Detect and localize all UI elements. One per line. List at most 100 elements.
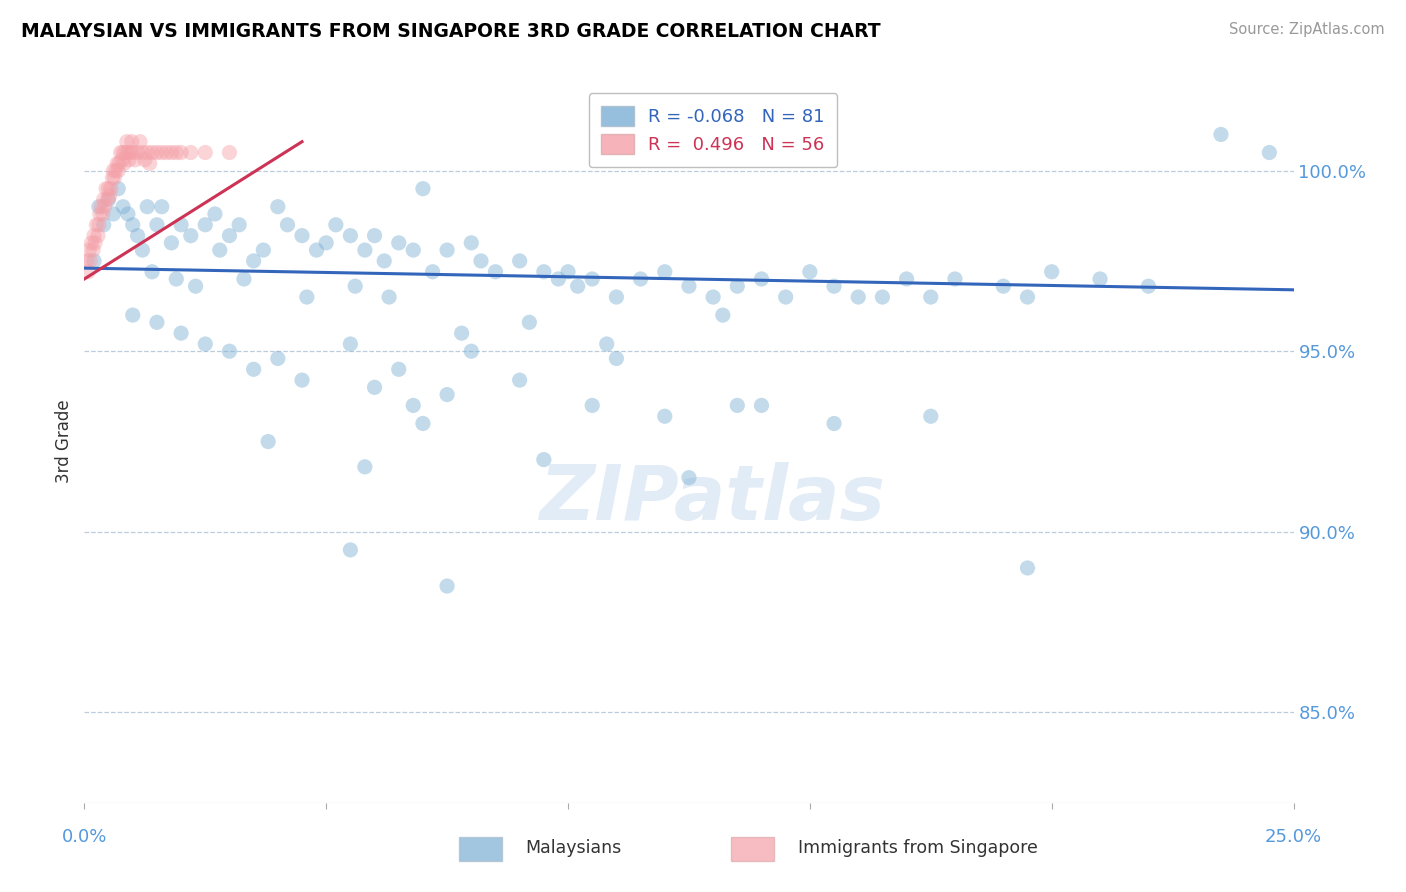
Point — [1258, 145, 1281, 160]
Point — [402, 243, 425, 257]
Point — [218, 228, 240, 243]
Point — [460, 235, 482, 250]
Point — [127, 145, 149, 160]
Text: ZIPatlas: ZIPatlas — [540, 462, 886, 536]
Point — [86, 218, 108, 232]
Point — [146, 218, 169, 232]
Point — [517, 315, 540, 329]
Point — [581, 272, 603, 286]
Point — [872, 290, 894, 304]
Point — [180, 145, 202, 160]
Point — [242, 362, 264, 376]
Point — [105, 156, 128, 170]
Point — [920, 409, 942, 424]
Point — [80, 235, 103, 250]
Y-axis label: 3rd Grade: 3rd Grade — [55, 400, 73, 483]
Point — [103, 170, 125, 185]
Point — [388, 235, 411, 250]
Point — [344, 279, 367, 293]
Point — [654, 409, 676, 424]
Point — [146, 145, 169, 160]
Point — [194, 145, 217, 160]
Point — [118, 153, 141, 167]
Point — [363, 380, 385, 394]
Point — [89, 207, 111, 221]
Point — [702, 290, 724, 304]
Point — [422, 265, 444, 279]
Point — [276, 218, 298, 232]
Point — [233, 272, 256, 286]
Point — [547, 272, 569, 286]
Text: MALAYSIAN VS IMMIGRANTS FROM SINGAPORE 3RD GRADE CORRELATION CHART: MALAYSIAN VS IMMIGRANTS FROM SINGAPORE 3… — [21, 22, 880, 41]
Point — [110, 145, 132, 160]
Point — [97, 182, 120, 196]
Point — [117, 145, 139, 160]
Point — [114, 145, 136, 160]
Point — [131, 145, 153, 160]
Point — [160, 145, 183, 160]
Point — [228, 218, 250, 232]
Point — [267, 200, 290, 214]
Point — [605, 351, 627, 366]
Point — [77, 265, 100, 279]
Point — [180, 228, 202, 243]
Point — [108, 156, 131, 170]
Point — [305, 243, 328, 257]
Point — [354, 243, 377, 257]
Point — [799, 265, 821, 279]
Point — [150, 200, 173, 214]
Point — [170, 145, 193, 160]
Point — [596, 337, 619, 351]
Point — [138, 156, 160, 170]
Point — [93, 200, 115, 214]
Point — [131, 243, 153, 257]
Point — [194, 337, 217, 351]
Point — [204, 207, 226, 221]
Point — [436, 387, 458, 401]
Point — [97, 193, 120, 207]
Point — [823, 279, 845, 293]
Point — [134, 153, 156, 167]
Point — [79, 254, 101, 268]
Point — [567, 279, 589, 293]
Point — [533, 265, 555, 279]
Point — [242, 254, 264, 268]
Point — [339, 337, 361, 351]
Point — [136, 145, 159, 160]
Point — [170, 326, 193, 341]
Point — [993, 279, 1015, 293]
Text: Malaysians: Malaysians — [526, 839, 621, 857]
Point — [630, 272, 652, 286]
Point — [1017, 290, 1039, 304]
FancyBboxPatch shape — [731, 837, 773, 861]
Point — [100, 182, 122, 196]
Point — [77, 243, 100, 257]
Point — [751, 399, 773, 413]
Point — [104, 163, 127, 178]
Point — [325, 218, 347, 232]
Point — [1017, 561, 1039, 575]
Point — [121, 308, 143, 322]
Point — [1209, 128, 1232, 142]
Point — [83, 254, 105, 268]
Point — [725, 279, 748, 293]
Point — [460, 344, 482, 359]
Point — [87, 218, 110, 232]
Point — [339, 228, 361, 243]
Point — [87, 200, 110, 214]
Point — [678, 471, 700, 485]
Point — [103, 207, 125, 221]
Point — [90, 200, 112, 214]
Point — [1040, 265, 1063, 279]
Point — [94, 182, 117, 196]
Point — [107, 182, 129, 196]
Point — [146, 315, 169, 329]
Point — [920, 290, 942, 304]
Point — [121, 135, 143, 149]
Point — [121, 218, 143, 232]
Point — [470, 254, 492, 268]
Point — [117, 207, 139, 221]
Point — [87, 228, 110, 243]
Point — [775, 290, 797, 304]
Point — [170, 218, 193, 232]
